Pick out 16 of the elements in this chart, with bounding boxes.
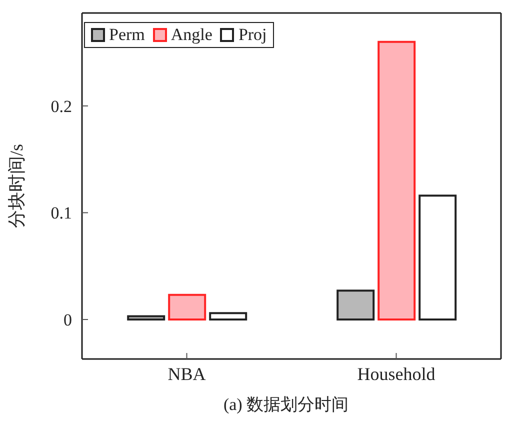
bar — [127, 315, 166, 320]
y-tick-label: 0.1 — [50, 204, 72, 223]
x-tick-label: NBA — [168, 364, 206, 384]
bar — [378, 40, 416, 320]
x-tick-label: Household — [357, 364, 436, 384]
bar — [168, 294, 206, 320]
text: (a) 数据划分时间 — [222, 394, 350, 416]
y-tick-label: 0.2 — [50, 96, 72, 116]
legend-label: Angle — [170, 25, 212, 45]
y-axis-title: 分块时间/s — [6, 144, 26, 228]
bar — [336, 290, 375, 320]
y-tick-label: 0 — [64, 310, 72, 330]
bar — [418, 194, 457, 320]
bar — [209, 312, 248, 320]
legend-label: Proj — [237, 25, 267, 45]
legend-label: Perm — [108, 25, 145, 45]
